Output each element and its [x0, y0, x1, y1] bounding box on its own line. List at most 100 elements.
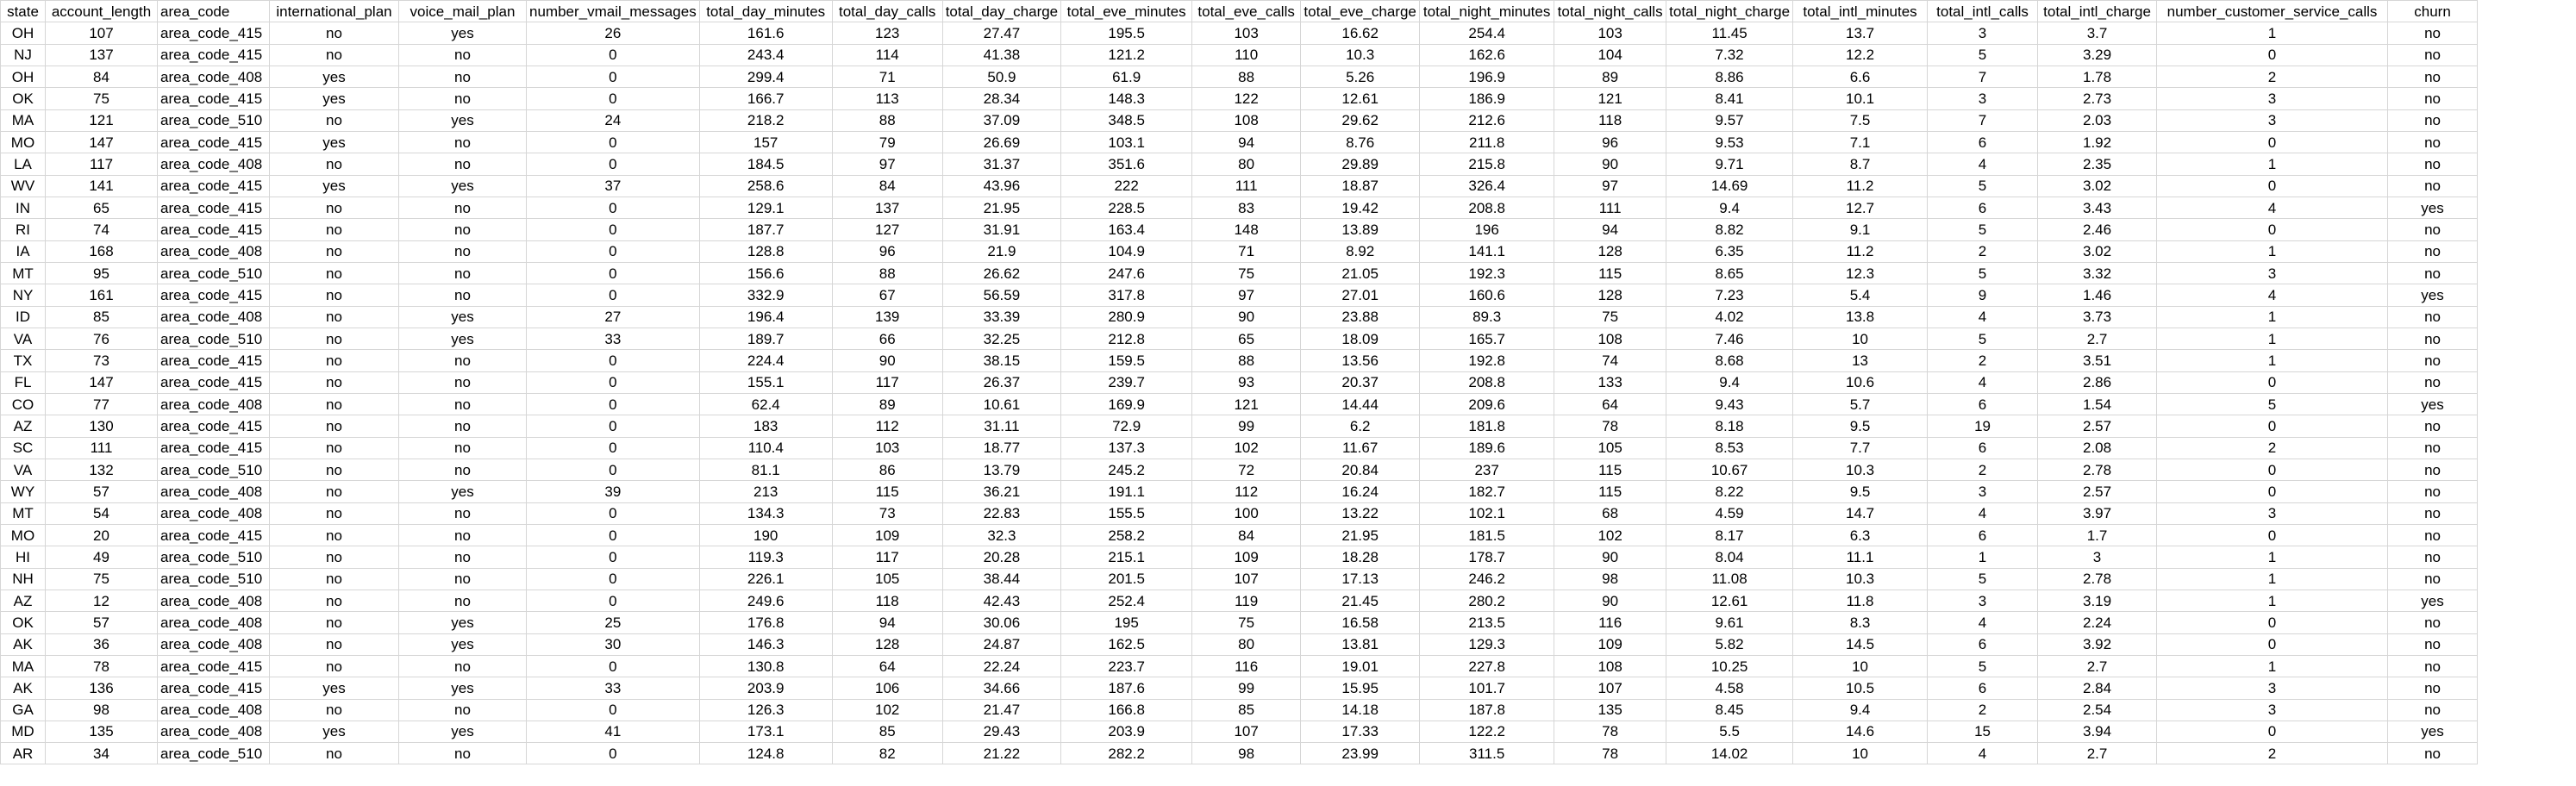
cell-total-night-minutes[interactable]: 122.2: [1419, 720, 1555, 744]
cell-churn[interactable]: yes: [2387, 392, 2479, 416]
cell-total-day-calls[interactable]: 85: [831, 720, 943, 744]
cell-total-intl-calls[interactable]: 6: [1927, 436, 2039, 459]
cell-total-day-calls[interactable]: 105: [831, 567, 943, 590]
cell-total-night-calls[interactable]: 64: [1554, 392, 1667, 416]
cell-number-customer-service-calls[interactable]: 3: [2156, 677, 2389, 700]
cell-number-vmail-messages[interactable]: 0: [526, 698, 700, 721]
cell-total-night-charge[interactable]: 6.35: [1666, 240, 1794, 263]
cell-total-eve-minutes[interactable]: 162.5: [1060, 633, 1193, 656]
cell-total-intl-minutes[interactable]: 10: [1792, 654, 1929, 678]
cell-area-code[interactable]: area_code_510: [157, 327, 270, 351]
cell-account-length[interactable]: 57: [45, 611, 158, 634]
cell-voice-mail-plan[interactable]: no: [398, 698, 527, 721]
cell-number-vmail-messages[interactable]: 0: [526, 284, 700, 307]
cell-state[interactable]: WV: [0, 174, 46, 197]
cell-number-customer-service-calls[interactable]: 3: [2156, 87, 2389, 110]
cell-area-code[interactable]: area_code_415: [157, 22, 270, 45]
cell-voice-mail-plan[interactable]: yes: [398, 611, 527, 634]
cell-total-eve-calls[interactable]: 83: [1191, 196, 1302, 220]
cell-number-customer-service-calls[interactable]: 1: [2156, 654, 2389, 678]
cell-number-customer-service-calls[interactable]: 0: [2156, 371, 2389, 394]
cell-total-night-minutes[interactable]: 254.4: [1419, 22, 1555, 45]
cell-number-customer-service-calls[interactable]: 2: [2156, 742, 2389, 765]
cell-area-code[interactable]: area_code_415: [157, 218, 270, 241]
cell-international-plan[interactable]: no: [269, 523, 399, 547]
cell-total-intl-charge[interactable]: 2.78: [2037, 567, 2158, 590]
cell-total-intl-calls[interactable]: 6: [1927, 130, 2039, 154]
cell-churn[interactable]: no: [2387, 677, 2479, 700]
column-header-total-day-calls[interactable]: total_day_calls: [831, 0, 943, 23]
cell-total-night-charge[interactable]: 9.43: [1666, 392, 1794, 416]
cell-total-night-charge[interactable]: 10.67: [1666, 458, 1794, 482]
cell-total-night-minutes[interactable]: 102.1: [1419, 502, 1555, 525]
cell-international-plan[interactable]: yes: [269, 65, 399, 89]
cell-total-day-calls[interactable]: 118: [831, 589, 943, 613]
cell-total-eve-calls[interactable]: 108: [1191, 109, 1302, 132]
cell-total-night-calls[interactable]: 97: [1554, 174, 1667, 197]
cell-total-day-charge[interactable]: 32.3: [941, 523, 1062, 547]
cell-total-eve-calls[interactable]: 85: [1191, 698, 1302, 721]
cell-total-night-minutes[interactable]: 212.6: [1419, 109, 1555, 132]
cell-total-night-calls[interactable]: 90: [1554, 589, 1667, 613]
cell-account-length[interactable]: 132: [45, 458, 158, 482]
cell-number-vmail-messages[interactable]: 0: [526, 153, 700, 176]
cell-total-eve-charge[interactable]: 10.3: [1300, 43, 1421, 66]
cell-total-day-charge[interactable]: 33.39: [941, 305, 1062, 328]
cell-total-night-charge[interactable]: 8.82: [1666, 218, 1794, 241]
cell-total-day-calls[interactable]: 106: [831, 677, 943, 700]
cell-total-day-charge[interactable]: 24.87: [941, 633, 1062, 656]
cell-total-night-charge[interactable]: 8.53: [1666, 436, 1794, 459]
cell-total-day-charge[interactable]: 32.25: [941, 327, 1062, 351]
cell-total-eve-charge[interactable]: 13.56: [1300, 349, 1421, 372]
cell-number-customer-service-calls[interactable]: 0: [2156, 130, 2389, 154]
cell-number-customer-service-calls[interactable]: 0: [2156, 720, 2389, 744]
cell-churn[interactable]: no: [2387, 611, 2479, 634]
cell-total-eve-calls[interactable]: 107: [1191, 720, 1302, 744]
cell-total-night-calls[interactable]: 68: [1554, 502, 1667, 525]
cell-total-intl-minutes[interactable]: 7.7: [1792, 436, 1929, 459]
cell-total-intl-charge[interactable]: 2.08: [2037, 436, 2158, 459]
cell-total-night-charge[interactable]: 7.32: [1666, 43, 1794, 66]
cell-total-intl-charge[interactable]: 1.92: [2037, 130, 2158, 154]
cell-total-intl-minutes[interactable]: 10.5: [1792, 677, 1929, 700]
cell-total-intl-minutes[interactable]: 12.2: [1792, 43, 1929, 66]
cell-account-length[interactable]: 107: [45, 22, 158, 45]
cell-voice-mail-plan[interactable]: no: [398, 502, 527, 525]
cell-number-vmail-messages[interactable]: 0: [526, 65, 700, 89]
cell-total-eve-calls[interactable]: 119: [1191, 589, 1302, 613]
cell-total-night-minutes[interactable]: 280.2: [1419, 589, 1555, 613]
cell-area-code[interactable]: area_code_408: [157, 65, 270, 89]
cell-total-intl-minutes[interactable]: 8.7: [1792, 153, 1929, 176]
cell-international-plan[interactable]: no: [269, 109, 399, 132]
cell-number-vmail-messages[interactable]: 37: [526, 174, 700, 197]
cell-account-length[interactable]: 135: [45, 720, 158, 744]
cell-total-day-calls[interactable]: 117: [831, 546, 943, 569]
cell-international-plan[interactable]: no: [269, 480, 399, 503]
cell-number-customer-service-calls[interactable]: 4: [2156, 284, 2389, 307]
cell-total-intl-minutes[interactable]: 7.1: [1792, 130, 1929, 154]
cell-voice-mail-plan[interactable]: yes: [398, 22, 527, 45]
cell-churn[interactable]: no: [2387, 261, 2479, 285]
cell-total-day-calls[interactable]: 103: [831, 436, 943, 459]
cell-total-intl-calls[interactable]: 4: [1927, 502, 2039, 525]
cell-number-customer-service-calls[interactable]: 1: [2156, 305, 2389, 328]
cell-number-customer-service-calls[interactable]: 3: [2156, 261, 2389, 285]
cell-international-plan[interactable]: no: [269, 611, 399, 634]
cell-churn[interactable]: yes: [2387, 720, 2479, 744]
cell-churn[interactable]: no: [2387, 546, 2479, 569]
cell-total-day-calls[interactable]: 67: [831, 284, 943, 307]
cell-total-day-minutes[interactable]: 119.3: [698, 546, 833, 569]
cell-voice-mail-plan[interactable]: no: [398, 523, 527, 547]
cell-total-intl-minutes[interactable]: 7.5: [1792, 109, 1929, 132]
cell-number-vmail-messages[interactable]: 0: [526, 567, 700, 590]
cell-total-night-charge[interactable]: 8.04: [1666, 546, 1794, 569]
cell-total-night-minutes[interactable]: 208.8: [1419, 196, 1555, 220]
cell-total-eve-calls[interactable]: 112: [1191, 480, 1302, 503]
cell-total-day-minutes[interactable]: 226.1: [698, 567, 833, 590]
cell-total-eve-charge[interactable]: 13.89: [1300, 218, 1421, 241]
cell-state[interactable]: NJ: [0, 43, 46, 66]
cell-total-day-minutes[interactable]: 161.6: [698, 22, 833, 45]
cell-number-customer-service-calls[interactable]: 1: [2156, 327, 2389, 351]
column-header-total-eve-charge[interactable]: total_eve_charge: [1300, 0, 1421, 23]
cell-total-day-minutes[interactable]: 196.4: [698, 305, 833, 328]
